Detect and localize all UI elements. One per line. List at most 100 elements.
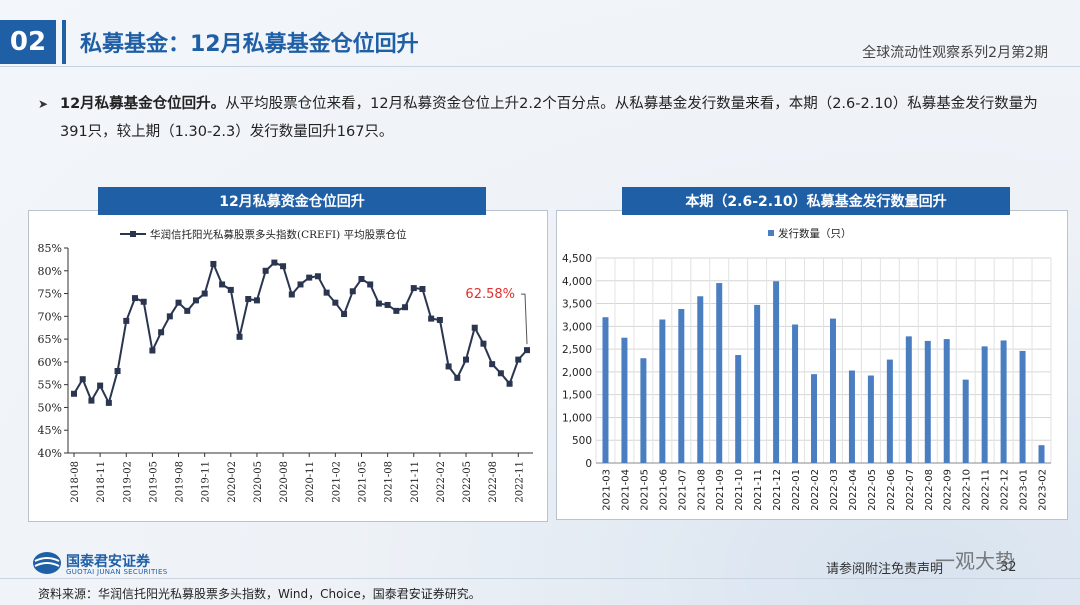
bar [754, 304, 761, 463]
data-point [236, 333, 243, 340]
bar [1019, 350, 1026, 463]
x-tick-label: 2022-01 [791, 469, 802, 511]
y-tick-label: 1,000 [562, 412, 592, 424]
x-tick-label: 2018-11 [96, 461, 107, 503]
data-point [515, 356, 522, 363]
page-number: 32 [1000, 560, 1017, 575]
bar [905, 336, 912, 463]
bar [697, 296, 704, 463]
bar [602, 317, 609, 463]
x-tick-label: 2022-02 [436, 461, 447, 503]
data-point [280, 263, 287, 270]
x-tick-label: 2022-05 [462, 461, 473, 503]
x-tick-label: 2019-11 [201, 461, 212, 503]
data-point [306, 274, 313, 281]
bullet-arrow-icon: ➤ [38, 97, 49, 111]
data-point [210, 260, 217, 267]
data-point [323, 289, 330, 296]
legend-marker [130, 231, 136, 237]
left-chart-title: 12月私募资金仓位回升 [98, 187, 486, 215]
x-tick-label: 2022-06 [886, 469, 897, 511]
data-point [97, 382, 104, 389]
data-point [88, 397, 95, 404]
y-tick-label: 55% [38, 379, 62, 392]
bar [678, 309, 685, 463]
bar [716, 283, 723, 463]
x-tick-label: 2022-05 [867, 469, 878, 511]
x-tick-label: 2021-07 [677, 469, 688, 511]
company-logo-subtext: GUOTAI JUNAN SECURITIES [66, 568, 168, 576]
legend-label: 华润信托阳光私募股票多头指数(CREFI) 平均股票仓位 [150, 228, 407, 241]
data-point [524, 347, 530, 354]
page-title: 私募基金：12月私募基金仓位回升 [80, 32, 419, 57]
bar [640, 358, 647, 463]
x-tick-label: 2020-08 [279, 461, 290, 503]
data-point [140, 298, 147, 305]
bullet-bold: 12月私募基金仓位回升。 [60, 96, 226, 112]
data-point [428, 315, 435, 322]
x-tick-label: 2021-06 [658, 469, 669, 511]
watermark: 一观大势 [935, 549, 1015, 573]
x-tick-label: 2021-02 [331, 461, 342, 503]
data-point [123, 317, 130, 324]
x-tick-label: 2020-05 [253, 461, 264, 503]
x-tick-label: 2022-08 [488, 461, 499, 503]
bar [829, 318, 836, 463]
bar [1000, 340, 1007, 463]
bar [981, 346, 988, 463]
source-note: 资料来源：华润信托阳光私募股票多头指数，Wind，Choice，国泰君安证券研究… [38, 587, 481, 601]
y-tick-label: 1,500 [562, 390, 592, 402]
bar [792, 324, 799, 463]
data-point [166, 313, 173, 320]
x-tick-label: 2022-04 [848, 469, 859, 511]
series-name: 全球流动性观察系列2月第2期 [862, 45, 1048, 61]
data-point [480, 340, 487, 347]
data-point [253, 297, 260, 304]
data-point [219, 281, 226, 288]
bar [867, 375, 874, 463]
x-tick-label: 2022-11 [981, 469, 992, 511]
data-point [463, 356, 470, 363]
footer-rule [0, 578, 1080, 579]
y-tick-label: 3,500 [562, 299, 592, 311]
data-point [471, 324, 478, 331]
bar [886, 359, 893, 463]
header-rule [0, 66, 1080, 67]
data-point [419, 286, 426, 292]
x-tick-label: 2020-11 [305, 461, 316, 503]
annotation-label: 62.58% [465, 287, 515, 302]
x-tick-label: 2020-02 [227, 461, 238, 503]
x-tick-label: 2022-12 [1000, 469, 1011, 511]
y-tick-label: 4,500 [562, 253, 592, 265]
section-number: 02 [0, 20, 56, 64]
x-tick-label: 2021-09 [715, 469, 726, 511]
x-tick-label: 2021-04 [620, 469, 631, 511]
data-point [79, 376, 86, 383]
x-tick-label: 2021-08 [384, 461, 395, 503]
x-tick-label: 2021-08 [696, 469, 707, 511]
y-tick-label: 75% [38, 288, 62, 301]
legend-swatch [768, 230, 774, 236]
bullet-body: 从平均股票仓位来看，12月私募资金仓位上升2.2个百分点。从私募基金发行数量来看… [60, 96, 1038, 140]
x-tick-label: 2019-05 [148, 461, 159, 503]
data-point [393, 307, 400, 314]
bar [811, 374, 818, 463]
line-chart: 40% 45% 50% 55% 60% 65% 70% 75% 80% 85% 2018-08 201… [38, 228, 533, 503]
x-tick-label: 2021-11 [753, 469, 764, 511]
y-tick-label: 3,000 [562, 321, 592, 333]
data-point [349, 288, 356, 295]
y-tick-label: 70% [38, 310, 62, 323]
data-point [341, 311, 348, 318]
x-tick-label: 2023-01 [1019, 469, 1030, 511]
y-tick-label: 50% [38, 401, 62, 414]
y-tick-label: 65% [38, 333, 62, 346]
data-point [358, 275, 365, 282]
y-tick-label: 0 [585, 458, 592, 470]
right-chart-title: 本期（2.6-2.10）私募基金发行数量回升 [622, 187, 1010, 215]
bar [1038, 445, 1045, 463]
bar [962, 379, 969, 463]
x-tick-label: 2021-12 [772, 469, 783, 511]
data-point [71, 390, 77, 397]
disclaimer: 请参阅附注免责声明 [826, 562, 944, 577]
data-point [497, 370, 504, 377]
